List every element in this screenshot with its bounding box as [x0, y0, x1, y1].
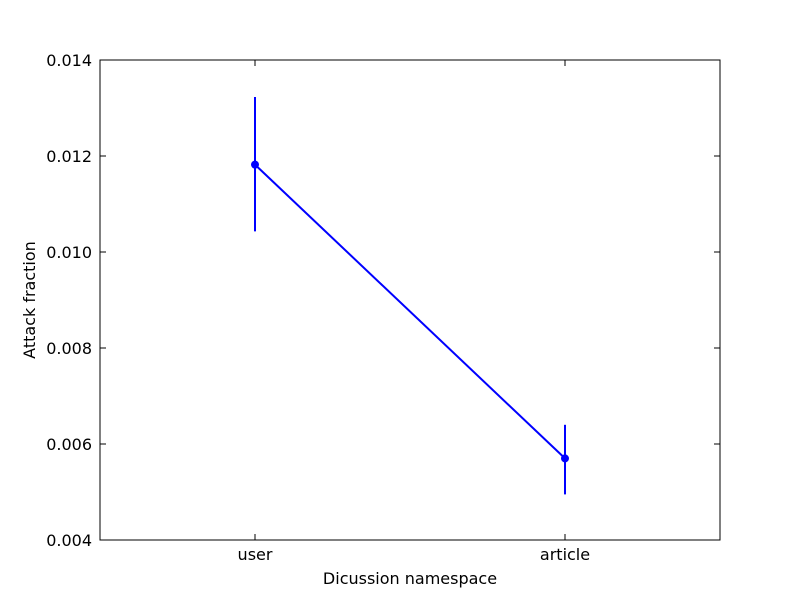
y-tick-label: 0.006 [46, 435, 92, 454]
y-tick-label: 0.010 [46, 243, 92, 262]
y-tick-label: 0.014 [46, 51, 92, 70]
data-point [251, 160, 259, 169]
x-tick-label: article [540, 545, 590, 564]
y-axis-label: Attack fraction [20, 241, 39, 359]
plot-area-frame [99, 59, 721, 541]
series-group [251, 96, 569, 495]
x-tick-label: user [238, 545, 273, 564]
tick-group: 0.004 0.006 0.008 0.010 0.012 0.014 user articl… [46, 51, 720, 564]
y-tick-label: 0.012 [46, 147, 92, 166]
data-point [561, 454, 569, 463]
series-line [254, 163, 566, 460]
x-axis-label: Dicussion namespace [323, 569, 497, 588]
y-tick-label: 0.008 [46, 339, 92, 358]
y-tick-label: 0.004 [46, 531, 92, 550]
